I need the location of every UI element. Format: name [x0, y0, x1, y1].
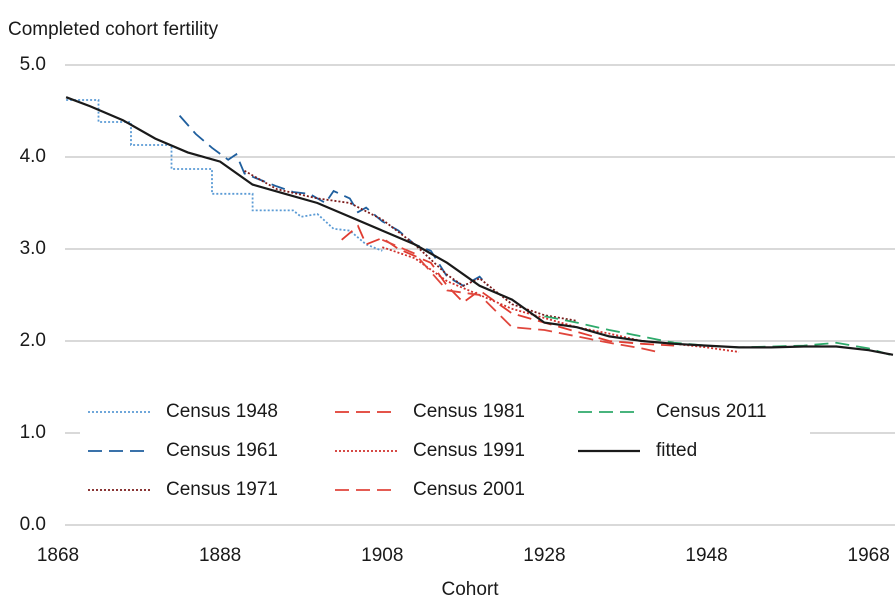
series-line [382, 246, 740, 353]
series-line [244, 170, 577, 322]
legend-label: Census 1948 [166, 401, 278, 422]
x-tick-label: 1868 [37, 545, 79, 566]
legend-label: Census 2011 [656, 401, 767, 422]
y-tick-label: 4.0 [20, 146, 46, 167]
y-tick-label: 0.0 [20, 514, 46, 535]
y-tick-label: 1.0 [20, 422, 46, 443]
legend-label: fitted [656, 440, 697, 461]
y-tick-label: 3.0 [20, 238, 46, 259]
y-tick-label: 5.0 [20, 54, 46, 75]
x-tick-label: 1928 [523, 545, 565, 566]
legend-label: Census 1981 [413, 401, 525, 422]
x-tick-label: 1888 [199, 545, 241, 566]
x-tick-label: 1948 [685, 545, 727, 566]
legend-label: Census 2001 [413, 479, 525, 500]
x-axis-label: Cohort [441, 579, 499, 598]
series-line [381, 238, 659, 353]
legend-box [80, 393, 810, 505]
series-line [66, 99, 383, 252]
series-line [178, 115, 489, 287]
series-line [341, 224, 675, 347]
x-tick-label: 1968 [848, 545, 890, 566]
legend-label: Census 1961 [166, 440, 278, 461]
series-line [544, 315, 894, 357]
legend-label: Census 1991 [413, 440, 525, 461]
legend-label: Census 1971 [166, 479, 278, 500]
y-tick-label: 2.0 [20, 330, 46, 351]
series-line [65, 96, 894, 356]
x-tick-label: 1908 [361, 545, 403, 566]
y-axis-label: Completed cohort fertility [8, 19, 219, 40]
